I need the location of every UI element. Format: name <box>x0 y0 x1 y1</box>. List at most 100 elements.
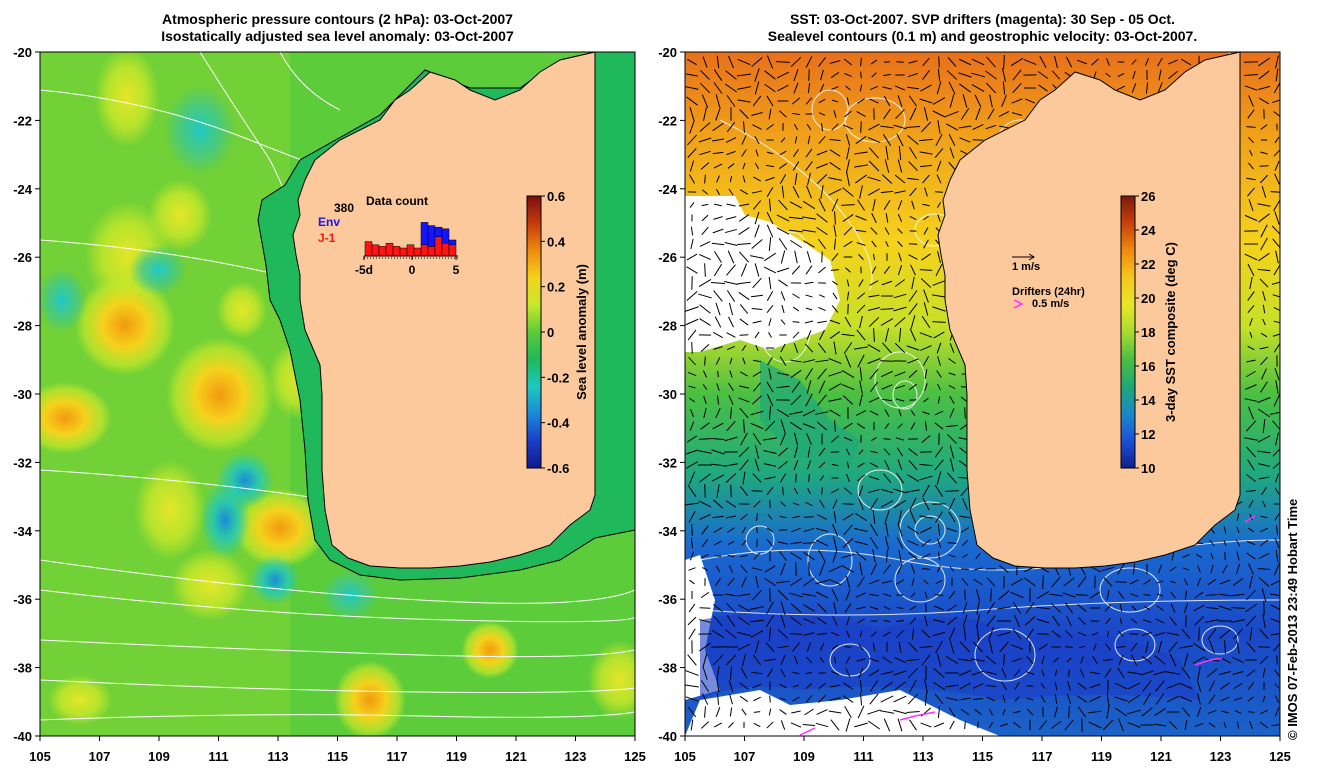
velocity-arrow <box>739 695 749 703</box>
sla-anomaly-patch <box>166 337 274 453</box>
velocity-arrow <box>729 693 733 705</box>
velocity-arrow <box>858 498 864 510</box>
velocity-arrow <box>1065 56 1073 68</box>
velocity-arrow <box>780 319 786 325</box>
velocity-arrow <box>859 394 863 406</box>
velocity-arrow <box>1219 629 1231 639</box>
velocity-arrow <box>894 681 906 691</box>
velocity-arrow <box>1274 537 1280 549</box>
velocity-arrow <box>1270 579 1280 586</box>
velocity-arrow <box>1207 709 1217 715</box>
velocity-arrow <box>830 435 840 443</box>
velocity-arrow <box>728 395 734 405</box>
velocity-arrow <box>752 371 762 377</box>
velocity-arrow <box>1245 420 1257 432</box>
velocity-arrow <box>1270 618 1280 623</box>
velocity-arrow <box>1196 679 1202 693</box>
velocity-arrow <box>834 420 836 432</box>
velocity-arrow <box>949 343 955 353</box>
velocity-arrow <box>1064 719 1074 731</box>
velocity-arrow <box>743 121 745 133</box>
velocity-arrow <box>751 671 763 675</box>
velocity-arrow <box>729 666 733 680</box>
velocity-arrow <box>805 695 813 703</box>
sst-colorbar-label: 3-day SST composite (deg C) <box>1163 242 1178 422</box>
velocity-arrow <box>1103 577 1113 587</box>
velocity-arrow <box>870 59 878 65</box>
velocity-arrow <box>1245 384 1257 390</box>
velocity-legend: 1 m/s Drifters (24hr) 0.5 m/s <box>1012 253 1085 310</box>
sealevel-contour-line <box>771 231 809 269</box>
velocity-arrow <box>769 695 771 703</box>
velocity-arrow <box>754 445 760 459</box>
velocity-arrow <box>1026 655 1034 665</box>
velocity-arrow <box>919 151 933 155</box>
velocity-arrow <box>1166 695 1180 703</box>
velocity-arrow <box>701 525 709 535</box>
velocity-arrow <box>776 408 790 418</box>
velocity-arrow <box>776 61 790 63</box>
velocity-arrow <box>830 71 840 79</box>
velocity-arrow <box>829 331 841 339</box>
velocity-arrow <box>1166 632 1180 636</box>
pressure-contour-line <box>40 639 635 658</box>
velocity-arrow <box>738 251 750 263</box>
velocity-arrow <box>910 315 916 329</box>
velocity-arrow <box>834 211 836 225</box>
velocity-arrow <box>806 251 812 263</box>
velocity-arrow <box>704 174 706 184</box>
velocity-arrow <box>1247 187 1255 197</box>
velocity-arrow <box>948 81 956 95</box>
velocity-arrow <box>1180 58 1192 66</box>
velocity-arrow <box>998 110 1010 118</box>
velocity-arrow <box>948 134 956 146</box>
velocity-arrow <box>934 422 944 430</box>
velocity-arrow <box>906 710 920 714</box>
velocity-arrow <box>1039 56 1047 68</box>
colorbar-tick-label: 26 <box>1141 189 1155 204</box>
velocity-arrow <box>768 108 772 120</box>
velocity-arrow <box>1244 253 1258 261</box>
velocity-arrow <box>1117 590 1125 600</box>
velocity-arrow <box>1050 720 1062 730</box>
velocity-arrow <box>699 241 711 247</box>
velocity-arrow <box>792 502 800 506</box>
velocity-arrow <box>1026 628 1034 640</box>
velocity-arrow <box>893 695 907 703</box>
velocity-arrow <box>817 342 827 354</box>
velocity-arrow <box>768 236 772 252</box>
velocity-arrow <box>1036 606 1050 610</box>
velocity-arrow <box>712 422 724 430</box>
velocity-arrow <box>868 123 880 131</box>
velocity-arrow <box>919 475 933 481</box>
lat-tick-label: -32 <box>13 455 32 470</box>
velocity-arrow <box>988 708 994 716</box>
velocity-arrow <box>803 240 815 248</box>
colorbar-tick-label: 0.6 <box>547 189 565 204</box>
drifter-track <box>899 711 936 721</box>
velocity-arrow <box>738 203 750 207</box>
velocity-arrow <box>934 147 944 159</box>
velocity-arrow <box>752 473 762 483</box>
velocity-arrow <box>842 513 854 521</box>
velocity-arrow <box>1117 72 1125 78</box>
velocity-arrow <box>702 370 708 378</box>
velocity-arrow <box>1012 82 1022 94</box>
velocity-arrow <box>816 633 828 635</box>
velocity-arrow <box>716 484 720 498</box>
velocity-arrow <box>1038 84 1048 92</box>
velocity-arrow <box>946 70 958 80</box>
velocity-arrow <box>1244 398 1258 402</box>
velocity-arrow <box>699 253 711 261</box>
velocity-arrow <box>716 383 720 391</box>
velocity-arrow <box>937 396 941 404</box>
velocity-arrow <box>884 227 890 235</box>
velocity-arrow <box>714 251 722 263</box>
velocity-arrow <box>1270 604 1280 611</box>
velocity-arrow <box>725 593 737 597</box>
velocity-arrow <box>934 693 944 705</box>
velocity-arrow <box>767 514 773 520</box>
velocity-arrow <box>908 459 918 471</box>
velocity-arrow <box>776 227 790 235</box>
sealevel-contour-line <box>759 297 811 363</box>
